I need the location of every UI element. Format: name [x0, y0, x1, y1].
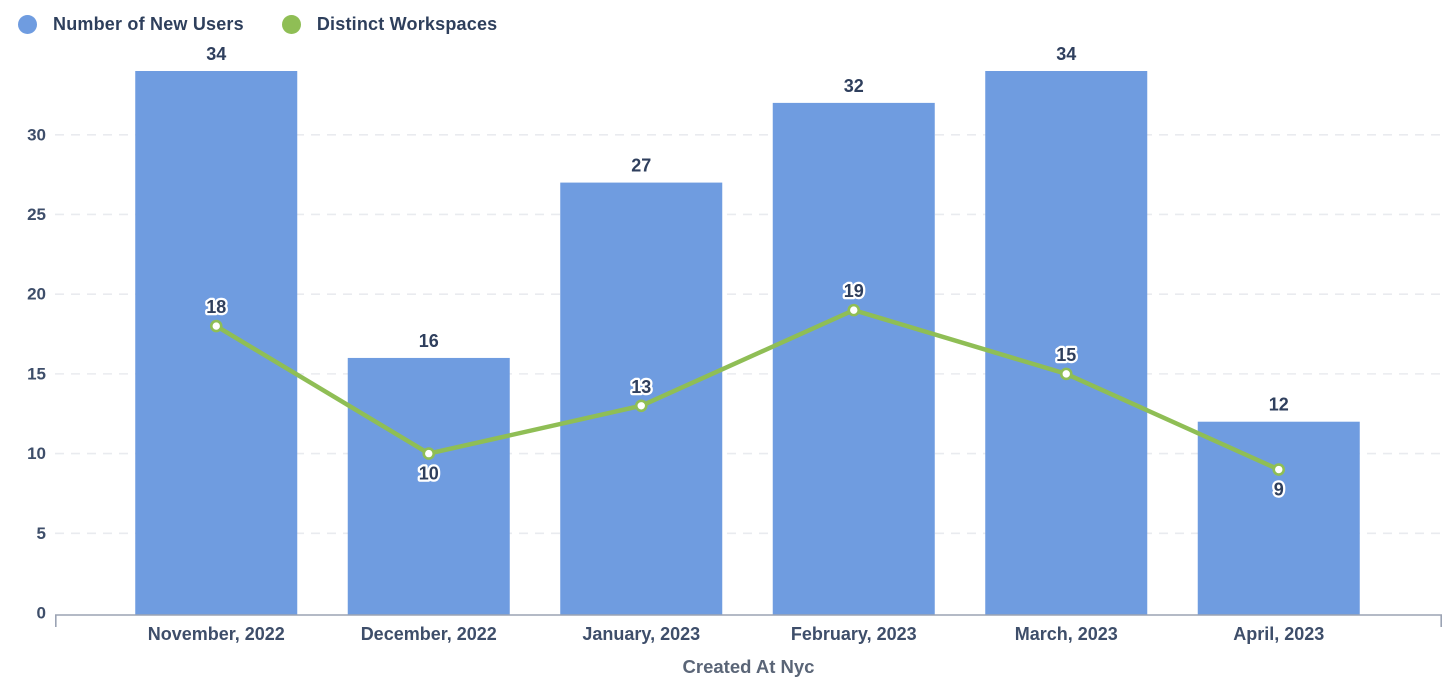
x-tick-label-April, 2023: April, 2023 [1233, 624, 1324, 644]
bar-value-label-January, 2023: 27 [631, 156, 651, 176]
bar-December, 2022[interactable] [347, 357, 510, 615]
line-point-March, 2023[interactable] [1059, 367, 1073, 381]
bar-value-label-November, 2022: 34 [206, 44, 226, 64]
legend-label-distinct-workspaces: Distinct Workspaces [316, 14, 498, 34]
line-point-January, 2023[interactable] [634, 399, 648, 413]
bar-April, 2023[interactable] [1197, 421, 1360, 615]
line-value-label-March, 2023: 15 [1056, 345, 1076, 365]
y-tick-label-0: 0 [37, 604, 46, 623]
x-tick-label-November, 2022: November, 2022 [148, 624, 285, 644]
x-axis-title: Created At Nyc [682, 656, 815, 677]
bar-value-label-April, 2023: 12 [1269, 395, 1289, 415]
bar-value-label-March, 2023: 34 [1056, 44, 1076, 64]
bar-March, 2023[interactable] [985, 71, 1148, 615]
y-tick-label-20: 20 [27, 285, 46, 304]
x-tick-label-January, 2023: January, 2023 [582, 624, 700, 644]
bar-January, 2023[interactable] [560, 182, 723, 615]
line-point-April, 2023[interactable] [1272, 463, 1286, 476]
line-point-February, 2023[interactable] [847, 303, 861, 317]
x-tick-label-December, 2022: December, 2022 [361, 624, 497, 644]
line-point-December, 2022[interactable] [422, 447, 436, 460]
x-tick-label-March, 2023: March, 2023 [1015, 624, 1118, 644]
y-tick-label-25: 25 [27, 205, 46, 224]
bar-value-label-December, 2022: 16 [419, 331, 439, 351]
legend-item-distinct-workspaces[interactable]: Distinct Workspaces [281, 14, 498, 35]
y-tick-label-30: 30 [27, 125, 46, 144]
legend: Number of New Users Distinct Workspaces [18, 14, 497, 35]
bar-November, 2022[interactable] [135, 71, 298, 615]
bar-value-label-February, 2023: 32 [844, 76, 864, 96]
legend-item-number-of-new-users[interactable]: Number of New Users [18, 14, 244, 35]
line-value-label-December, 2022: 10 [419, 464, 439, 484]
y-tick-label-10: 10 [27, 444, 46, 463]
x-tick-label-February, 2023: February, 2023 [791, 624, 917, 644]
line-value-label-January, 2023: 13 [631, 377, 651, 397]
y-tick-label-5: 5 [37, 524, 46, 543]
legend-dot-line-series-icon [281, 15, 301, 34]
line-point-November, 2022[interactable] [209, 319, 223, 333]
line-value-label-April, 2023: 9 [1274, 480, 1284, 500]
y-tick-label-15: 15 [27, 364, 46, 383]
bar-February, 2023[interactable] [772, 102, 935, 616]
line-value-label-November, 2022: 18 [206, 297, 226, 317]
line-series-path [214, 307, 1281, 472]
legend-dot-bar-series-icon [18, 15, 37, 34]
line-value-label-February, 2023: 19 [844, 281, 864, 301]
legend-label-number-of-new-users: Number of New Users [53, 14, 244, 34]
